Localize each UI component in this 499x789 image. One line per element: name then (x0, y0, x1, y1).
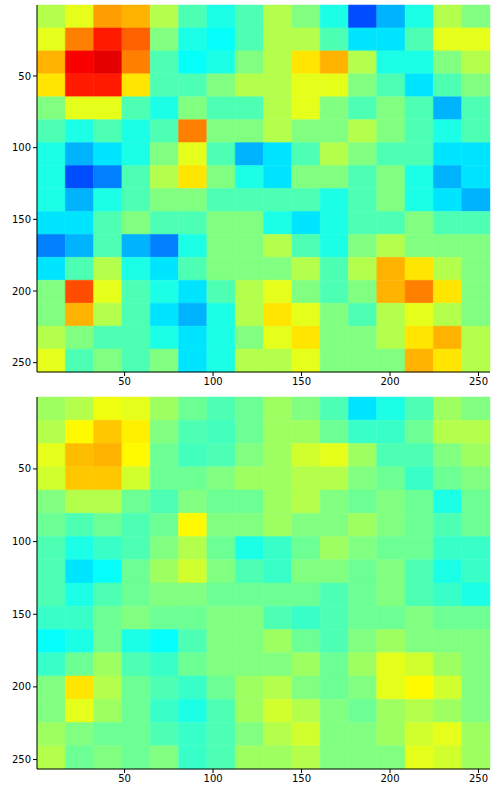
svg-text:50: 50 (18, 71, 31, 82)
svg-text:100: 100 (12, 536, 31, 547)
svg-text:200: 200 (380, 376, 399, 387)
svg-text:200: 200 (12, 681, 31, 692)
svg-text:250: 250 (469, 773, 488, 784)
svg-text:100: 100 (204, 376, 223, 387)
svg-text:200: 200 (12, 286, 31, 297)
svg-text:100: 100 (204, 773, 223, 784)
svg-text:100: 100 (12, 142, 31, 153)
svg-text:150: 150 (12, 214, 31, 225)
svg-text:250: 250 (12, 357, 31, 368)
svg-text:200: 200 (380, 773, 399, 784)
svg-text:50: 50 (118, 376, 131, 387)
svg-text:50: 50 (18, 463, 31, 474)
svg-text:150: 150 (292, 376, 311, 387)
svg-text:50: 50 (118, 773, 131, 784)
svg-text:150: 150 (292, 773, 311, 784)
svg-text:150: 150 (12, 609, 31, 620)
svg-text:250: 250 (12, 754, 31, 765)
svg-text:250: 250 (469, 376, 488, 387)
